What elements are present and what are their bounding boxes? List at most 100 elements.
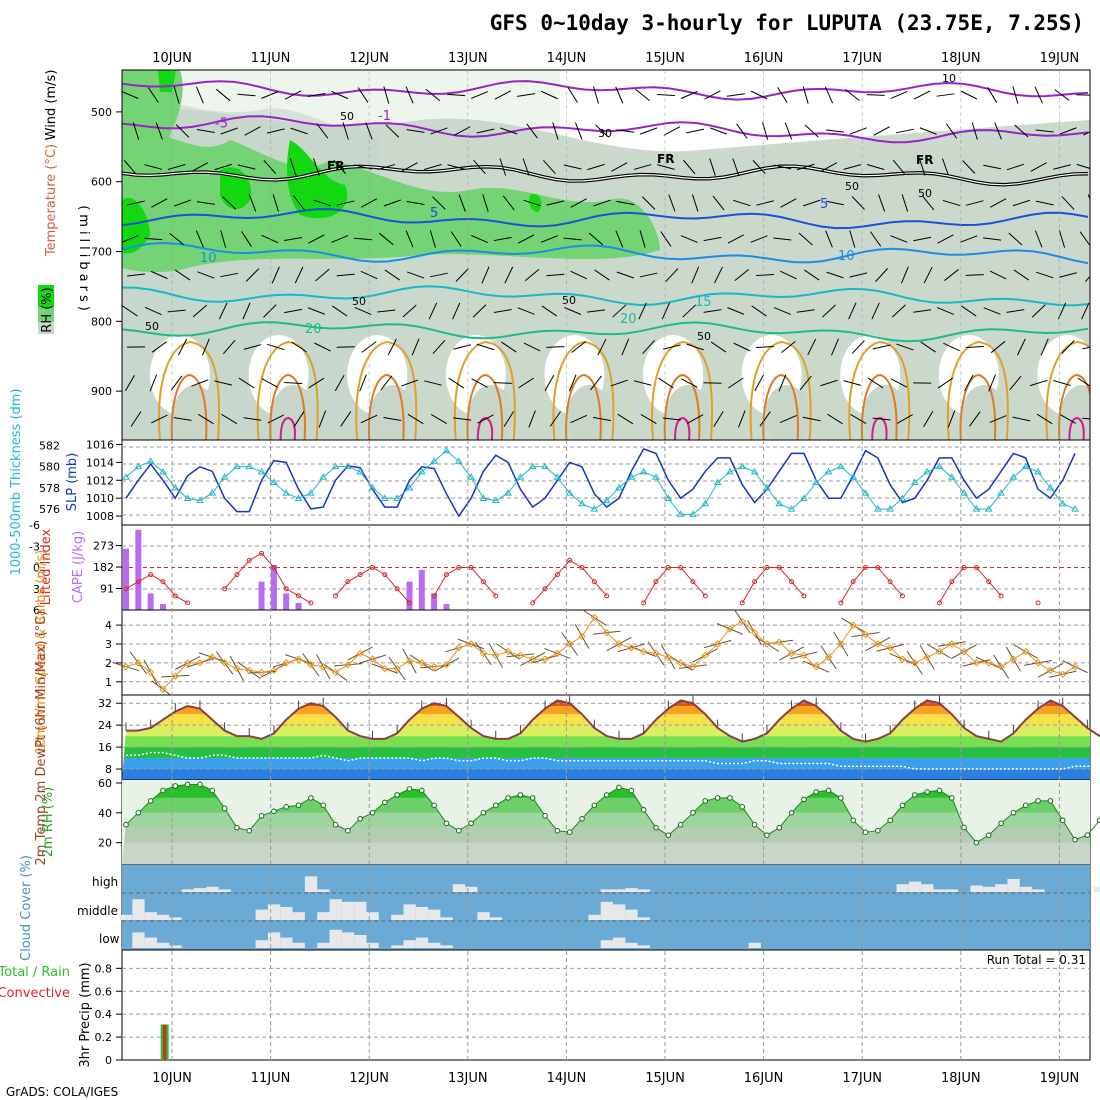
upper-air-panel: -1 -5 5 10 15 20 20 5 10 50 30 10 50 50 50 50 50… <box>38 69 1091 441</box>
wind10m-marker <box>270 666 278 675</box>
slp-frame <box>121 439 1091 526</box>
temperature-line <box>126 699 1100 743</box>
wind-barb <box>178 338 188 356</box>
rh-marker <box>369 810 376 816</box>
rh-label-50-g: 50 <box>918 187 932 200</box>
wind-barb <box>429 230 436 248</box>
wind-barb <box>803 199 821 207</box>
sfc-contour-outer <box>1045 340 1090 440</box>
wind-barb <box>173 417 192 421</box>
lifted-index-marker <box>493 593 499 599</box>
wind10m-marker <box>307 661 315 669</box>
freezing-label-1: FR <box>327 159 344 173</box>
wind-barb <box>615 230 624 248</box>
date-label-bottom: 16JUN <box>744 1071 784 1086</box>
wind-barb <box>342 122 349 140</box>
wind-barb <box>448 377 465 389</box>
wind10m-series <box>122 613 1079 694</box>
rh-marker <box>862 829 869 835</box>
wind-barb <box>807 338 817 356</box>
rh-legend-swatch-low <box>38 322 54 334</box>
wind-barb <box>432 339 446 355</box>
rh-marker <box>973 839 980 846</box>
date-label-top: 13JUN <box>448 51 488 66</box>
lifted-index-marker <box>296 593 302 599</box>
date-label-bottom: 14JUN <box>547 1071 587 1086</box>
temperature-band <box>122 747 1090 759</box>
cloud-bar-low <box>354 935 367 948</box>
wind-barb <box>458 194 466 212</box>
wind10m-frame <box>121 609 1091 696</box>
wind-barb <box>913 236 932 242</box>
wind-barb <box>291 341 307 353</box>
thickness-marker <box>430 457 439 464</box>
date-label-top: 12JUN <box>349 51 389 66</box>
temperature-band <box>122 758 1090 770</box>
thickness-marker <box>910 478 919 485</box>
wind-barb <box>261 234 279 244</box>
rh-marker <box>308 795 314 801</box>
date-label-bottom: 10JUN <box>152 1071 192 1086</box>
cloud-bar-middle <box>366 912 379 920</box>
wind-barb <box>1012 86 1019 104</box>
rh-marker <box>801 796 807 803</box>
wind-barb <box>990 340 1006 354</box>
wind-barb <box>567 87 578 103</box>
wind10m-marker <box>1046 666 1055 675</box>
wind-barb <box>522 158 530 176</box>
thickness-marker <box>183 494 192 501</box>
rh-marker <box>764 832 770 838</box>
thickness-marker <box>849 473 858 480</box>
lifted-index-marker <box>899 593 905 599</box>
wind-barb <box>945 123 958 139</box>
temperature-contour <box>122 80 1089 101</box>
thickness-marker <box>775 499 784 507</box>
wind-barb <box>1079 231 1090 247</box>
cloud-label-high: high <box>92 875 118 889</box>
slp-tick-label: 1010 <box>86 492 114 505</box>
wind-barb <box>1008 232 1023 246</box>
wind-barb <box>540 235 558 243</box>
wind-barb <box>597 338 607 356</box>
wind-barb <box>870 231 882 247</box>
sfc-contour-outer <box>355 340 418 440</box>
thickness-marker <box>442 446 451 454</box>
lifted-index-marker <box>739 600 745 606</box>
wind-barb <box>502 195 515 211</box>
cloud-axis-label: Cloud Cover (%) <box>19 855 34 961</box>
wind-barb <box>1061 196 1075 210</box>
rh-band <box>122 827 1090 843</box>
wind-barb <box>494 90 512 100</box>
wind10m-marker <box>824 653 833 661</box>
wind-barb <box>570 414 588 424</box>
lifted-index-marker <box>801 593 807 599</box>
thickness-marker <box>220 473 229 480</box>
wind-barb <box>123 159 137 175</box>
rh-marker <box>628 787 635 794</box>
cape-bar <box>123 548 129 610</box>
wind-barb <box>621 338 630 356</box>
wind-barb <box>686 128 705 134</box>
wind10m-marker <box>763 640 771 648</box>
temperature-contour-labels: -1 -5 5 10 15 20 20 5 10 <box>200 109 855 337</box>
cloud-bar-high <box>218 889 231 892</box>
rh-low-cell <box>271 385 316 440</box>
slp-series <box>122 446 1079 518</box>
wind-barb <box>313 199 332 207</box>
wind-barb <box>517 93 536 97</box>
thickness-marker <box>208 489 217 496</box>
wind-barb <box>307 93 326 97</box>
wind-barb <box>848 302 857 320</box>
wind-barb <box>333 159 347 175</box>
cloud-bar-middle <box>280 907 293 920</box>
cloud-bar-high <box>908 881 922 892</box>
y-tick-label: 0 <box>105 1054 112 1067</box>
thickness-marker <box>664 494 673 501</box>
wind-barb <box>406 201 425 205</box>
wind-barb <box>615 86 624 104</box>
wind-barb <box>167 164 186 170</box>
rh-marker <box>221 805 228 812</box>
thickness-marker <box>319 473 328 480</box>
wind-barb <box>762 122 769 140</box>
lifted-tick-label: -6 <box>29 519 40 532</box>
